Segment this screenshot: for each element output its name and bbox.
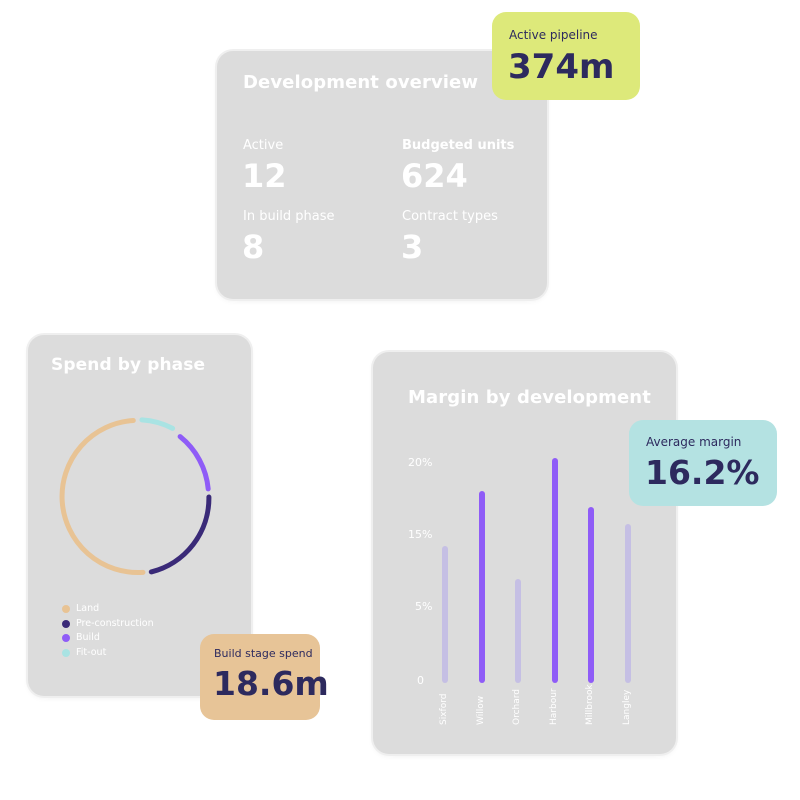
legend-label-land: Land	[76, 603, 100, 614]
donut-segment-fit-out	[139, 417, 176, 431]
x-tick-millbrook: Millbrook	[585, 684, 595, 725]
bar-sixford	[442, 545, 448, 683]
x-tick-harbour: Harbour	[548, 688, 559, 725]
y-tick-0: 0	[417, 674, 424, 687]
stat-in-build-label: In build phase	[243, 209, 335, 224]
legend-dot-build	[62, 634, 70, 642]
overview-title: Development overview	[243, 72, 479, 93]
margin-title: Margin by development	[408, 387, 651, 408]
legend-label-fit-out: Fit-out	[76, 646, 107, 658]
donut-segment-build	[177, 434, 211, 492]
build-stage-spend-pill: Build stage spend 18.6m	[200, 634, 329, 720]
spend-donut-chart	[59, 417, 212, 576]
bar-harbour	[551, 457, 558, 683]
y-tick-5: 5%	[415, 600, 433, 613]
stat-active-value: 12	[242, 157, 287, 195]
margin-bars: Sixford Willow Orchard Harbour Millbrook Lang…	[373, 352, 676, 754]
build-stage-spend-value: 18.6m	[213, 664, 329, 703]
legend-dot-fit-out	[62, 648, 70, 657]
active-pipeline-value: 374m	[508, 47, 615, 87]
legend-label-build: Build	[76, 632, 100, 643]
margin-by-development-card: Margin by development 20% 15% 5% 0 Sixfo…	[373, 352, 676, 754]
x-tick-langley: Langley	[621, 689, 632, 725]
x-tick-orchard: Orchard	[512, 688, 522, 725]
stat-budgeted-units-label: Budgeted units	[402, 138, 515, 153]
average-margin-value: 16.2%	[645, 453, 760, 492]
stat-contract-types-value: 3	[401, 228, 424, 266]
stat-budgeted-units-value: 624	[401, 157, 468, 195]
y-tick-20: 20%	[408, 456, 433, 469]
bar-millbrook	[588, 507, 594, 683]
stat-contract-types-label: Contract types	[402, 209, 498, 224]
x-tick-sixford: Sixford	[439, 693, 449, 725]
x-tick-willow: Willow	[475, 695, 486, 725]
stat-in-build-value: 8	[242, 228, 265, 266]
average-margin-label: Average margin	[646, 435, 742, 449]
stat-active-label: Active	[243, 138, 284, 153]
build-stage-spend-label: Build stage spend	[214, 647, 313, 660]
donut-segment-land	[59, 418, 146, 576]
y-tick-15: 15%	[408, 528, 433, 541]
legend-dot-land	[62, 605, 70, 613]
bar-willow	[478, 490, 485, 683]
spend-title: Spend by phase	[51, 355, 206, 375]
active-pipeline-pill: Active pipeline 374m	[492, 12, 640, 100]
development-overview-card: Development overview Active 12 Budgeted …	[217, 51, 547, 299]
legend-dot-pre-construction	[62, 619, 70, 628]
bar-langley	[624, 523, 631, 683]
bar-orchard	[515, 578, 521, 683]
legend-label-pre-construction: Pre-construction	[76, 617, 154, 629]
average-margin-pill: Average margin 16.2%	[629, 420, 777, 506]
active-pipeline-label: Active pipeline	[509, 28, 598, 42]
donut-segment-pre-construction	[148, 494, 212, 575]
